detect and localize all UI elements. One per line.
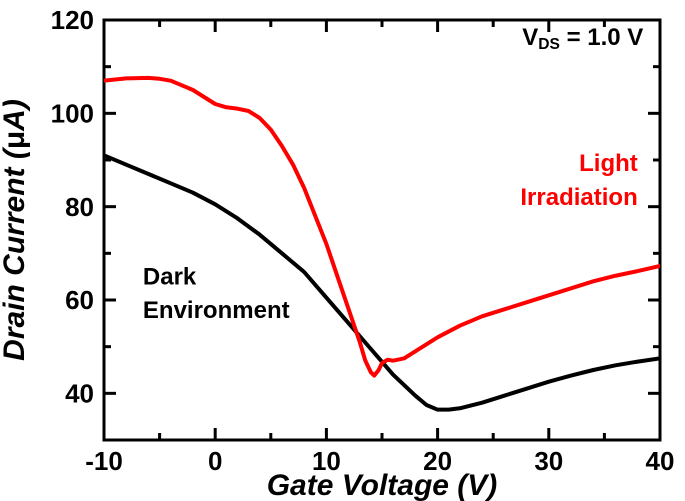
x-tick-label: 0 xyxy=(208,446,222,476)
chart-container: -10010203040406080100120Gate Voltage (V)… xyxy=(0,0,685,501)
x-tick-label: -10 xyxy=(85,446,123,476)
y-tick-label: 60 xyxy=(65,285,94,315)
y-tick-label: 120 xyxy=(51,5,94,35)
x-axis-title: Gate Voltage (V) xyxy=(267,469,498,501)
x-tick-label: 40 xyxy=(646,446,675,476)
y-tick-label: 80 xyxy=(65,192,94,222)
light-label-1: Light xyxy=(579,150,638,177)
dark-label-1: Dark xyxy=(143,264,197,291)
y-tick-label: 100 xyxy=(51,98,94,128)
dark-label-2: Environment xyxy=(143,297,290,324)
light-label-2: Irradiation xyxy=(520,184,637,211)
x-tick-label: 30 xyxy=(534,446,563,476)
y-tick-label: 40 xyxy=(65,378,94,408)
transfer-curve-chart: -10010203040406080100120Gate Voltage (V)… xyxy=(0,0,685,501)
y-axis-title: Drain Current (μA) xyxy=(0,99,31,361)
